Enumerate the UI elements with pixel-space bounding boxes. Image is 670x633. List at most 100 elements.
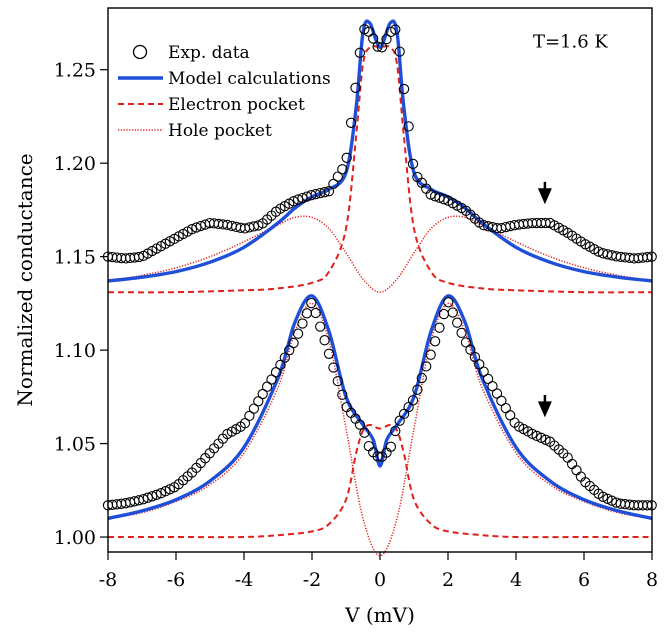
exp-data-point xyxy=(292,328,304,339)
exp-data-point xyxy=(452,317,463,328)
x-tick-label: 0 xyxy=(374,569,386,591)
exp-data-point xyxy=(416,372,427,384)
exp-data-point xyxy=(606,495,618,506)
exp-data-point xyxy=(491,388,503,399)
electron-pocket-curve-lower xyxy=(108,423,652,539)
curve-layer xyxy=(107,19,653,557)
exp-data-point xyxy=(496,395,507,406)
legend-marker-exp-data xyxy=(132,44,148,60)
x-tick-label: 6 xyxy=(578,569,590,591)
x-tick-label: 4 xyxy=(510,569,522,591)
exp-data-point xyxy=(253,396,264,407)
exp-data-point xyxy=(390,425,401,437)
exp-data-point xyxy=(434,322,445,333)
exp-data-point xyxy=(270,367,282,378)
x-tick-label: -6 xyxy=(167,569,186,591)
data-point-layer xyxy=(102,24,657,511)
exp-data-point xyxy=(354,419,366,430)
legend-label-exp-data: Exp. data xyxy=(168,43,250,63)
model-calculations-curve-lower xyxy=(107,294,653,521)
exp-data-point xyxy=(337,164,348,175)
exp-data-point xyxy=(301,308,313,319)
exp-data-point xyxy=(381,34,392,45)
hole-pocket-curve-upper xyxy=(107,215,653,293)
x-tick-label: 8 xyxy=(646,569,658,591)
exp-data-point xyxy=(447,307,458,318)
exp-data-point xyxy=(257,388,268,400)
temperature-label: T=1.6 K xyxy=(533,31,608,52)
exp-data-point xyxy=(465,344,476,355)
exp-data-point xyxy=(160,486,171,497)
exp-data-point xyxy=(310,307,321,319)
y-tick-label: 1.25 xyxy=(54,60,96,82)
exp-data-point xyxy=(434,192,445,203)
legend-label-hole-pocket: Hole pocket xyxy=(168,121,272,141)
exp-data-point xyxy=(332,375,343,387)
exp-data-point xyxy=(319,335,330,346)
x-tick-label: -2 xyxy=(303,569,322,591)
x-tick-label: 2 xyxy=(442,569,454,591)
x-tick-label: -4 xyxy=(235,569,254,591)
exp-data-point xyxy=(155,488,167,499)
y-tick-label: 1.05 xyxy=(54,434,96,456)
exp-data-point xyxy=(438,194,450,205)
legend: Exp. data Model calculations Electron pock… xyxy=(118,43,331,141)
exp-data-point xyxy=(275,359,286,371)
exp-data-point xyxy=(186,224,198,235)
arrow-head xyxy=(537,188,552,205)
exp-data-point xyxy=(328,362,339,373)
exp-data-point xyxy=(323,348,335,359)
plot-frame xyxy=(107,7,653,553)
legend-label-electron-pocket: Electron pocket xyxy=(168,95,305,115)
y-axis-title: Normalized conductance xyxy=(13,153,37,406)
exp-data-point xyxy=(288,196,299,207)
exp-data-point xyxy=(151,489,162,500)
exp-data-point xyxy=(328,178,339,190)
exp-data-point xyxy=(279,352,290,363)
exp-data-point xyxy=(460,337,472,348)
exp-data-point xyxy=(407,395,419,406)
exp-data-point xyxy=(398,83,410,95)
exp-data-point xyxy=(195,220,206,232)
exp-data-point xyxy=(332,171,343,182)
x-tick-label: -8 xyxy=(99,569,118,591)
exp-data-point xyxy=(474,359,485,370)
exp-data-point xyxy=(345,117,357,128)
exp-data-point xyxy=(469,351,481,363)
exp-data-point xyxy=(429,336,441,347)
exp-data-point xyxy=(571,465,582,476)
exp-data-point xyxy=(350,82,361,93)
exp-data-point xyxy=(306,297,317,309)
exp-data-point xyxy=(443,297,454,308)
y-tick-label: 1.15 xyxy=(54,247,96,269)
exp-data-point xyxy=(566,458,578,470)
exp-data-point xyxy=(602,493,613,504)
exp-data-point xyxy=(244,410,255,422)
electron-pocket-curve-upper xyxy=(107,45,653,294)
x-axis-title: V (mV) xyxy=(344,603,415,627)
exp-data-point xyxy=(456,327,467,339)
exp-data-point xyxy=(487,381,498,392)
annotation-layer: T=1.6 K xyxy=(533,31,608,418)
exp-data-point xyxy=(359,427,370,438)
exp-data-point xyxy=(372,451,383,462)
exp-data-point xyxy=(385,441,397,452)
exp-data-point xyxy=(407,158,419,170)
hole-pocket-curve-lower xyxy=(107,302,653,557)
exp-data-point xyxy=(284,345,295,356)
arrow-head xyxy=(537,401,552,418)
exp-data-point xyxy=(337,389,348,400)
exp-data-point xyxy=(288,337,299,349)
exp-data-point xyxy=(425,349,436,360)
exp-data-point xyxy=(482,373,494,385)
exp-data-point xyxy=(597,491,609,502)
exp-data-point xyxy=(425,189,436,200)
exp-data-point xyxy=(323,186,335,197)
exp-data-point xyxy=(403,121,414,132)
model-calculations-curve-upper xyxy=(107,19,653,283)
exp-data-point xyxy=(368,33,379,44)
exp-data-point xyxy=(319,187,330,198)
exp-data-point xyxy=(147,491,158,502)
exp-data-point xyxy=(297,318,308,329)
